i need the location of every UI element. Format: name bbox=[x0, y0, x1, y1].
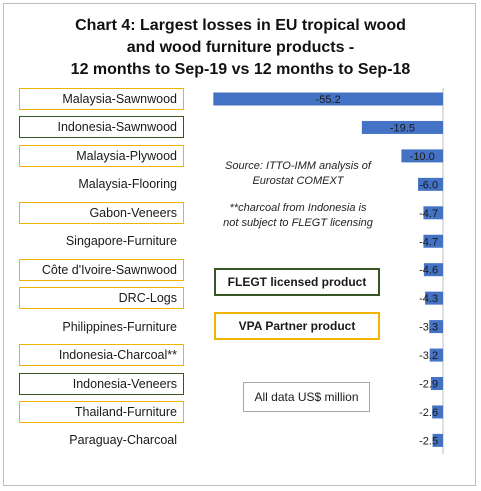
chart-title: Chart 4: Largest losses in EU tropical w… bbox=[0, 15, 481, 81]
category-label-7: DRC-Logs bbox=[19, 287, 184, 310]
category-label-9: Indonesia-Charcoal** bbox=[19, 344, 184, 367]
source-note: Source: ITTO-IMM analysis of Eurostat CO… bbox=[212, 159, 384, 189]
charcoal-note: **charcoal from Indonesia is not subject… bbox=[212, 201, 384, 231]
bar-0 bbox=[213, 92, 443, 106]
category-label-5: Singapore-Furniture bbox=[65, 234, 177, 249]
bar-3 bbox=[418, 177, 443, 191]
bar-5 bbox=[423, 234, 443, 248]
bar-value-label-4: -4.7 bbox=[419, 208, 438, 220]
bar-10 bbox=[430, 377, 443, 390]
charcoal-note-line-1: **charcoal from Indonesia is bbox=[229, 202, 367, 214]
legend-flegt-box: FLEGT licensed product bbox=[214, 268, 380, 296]
bar-value-label-1: -19.5 bbox=[390, 122, 415, 134]
bar-value-label-7: -4.3 bbox=[419, 293, 438, 305]
bar-value-label-12: -2.5 bbox=[419, 435, 438, 447]
bar-4 bbox=[423, 206, 443, 220]
bar-8 bbox=[429, 320, 443, 334]
source-note-line-2: Eurostat COMEXT bbox=[252, 175, 344, 187]
category-label-10: Indonesia-Veneers bbox=[19, 372, 184, 395]
bar-value-label-8: -3.3 bbox=[419, 322, 438, 334]
bar-1 bbox=[361, 120, 443, 134]
bar-6 bbox=[423, 263, 443, 277]
title-line-3: 12 months to Sep-19 vs 12 months to Sep-… bbox=[70, 61, 411, 78]
category-label-4: Gabon-Veneers bbox=[19, 201, 184, 224]
bar-value-label-0: -55.2 bbox=[316, 94, 341, 106]
bar-value-label-2: -10.0 bbox=[410, 151, 435, 163]
bar-7 bbox=[425, 291, 443, 305]
category-label-12: Paraguay-Charcoal bbox=[69, 433, 177, 448]
title-line-2: and wood furniture products - bbox=[126, 39, 355, 56]
category-label-11: Thailand-Furniture bbox=[19, 400, 184, 423]
units-box: All data US$ million bbox=[243, 382, 370, 412]
category-label-1: Indonesia-Sawnwood bbox=[19, 116, 184, 139]
bar-value-label-10: -2.9 bbox=[419, 379, 438, 391]
category-label-3: Malaysia-Flooring bbox=[78, 177, 177, 192]
bar-2 bbox=[401, 149, 443, 163]
bar-value-label-3: -6.0 bbox=[419, 179, 438, 191]
title-line-1: Chart 4: Largest losses in EU tropical w… bbox=[75, 17, 406, 34]
bar-9 bbox=[429, 348, 443, 362]
source-note-line-1: Source: ITTO-IMM analysis of bbox=[225, 160, 371, 172]
bar-value-label-6: -4.6 bbox=[419, 265, 438, 277]
bar-value-label-11: -2.6 bbox=[419, 407, 438, 419]
category-label-2: Malaysia-Plywood bbox=[19, 144, 184, 167]
category-label-8: Philippines-Furniture bbox=[62, 319, 177, 334]
bar-value-label-9: -3.2 bbox=[419, 350, 438, 362]
category-label-0: Malaysia-Sawnwood bbox=[19, 88, 184, 110]
category-label-6: Côte d'Ivoire-Sawnwood bbox=[19, 258, 184, 281]
bar-value-label-5: -4.7 bbox=[419, 236, 438, 248]
bar-12 bbox=[432, 433, 443, 447]
bar-11 bbox=[432, 405, 443, 419]
charcoal-note-line-2: not subject to FLEGT licensing bbox=[223, 217, 373, 229]
chart-frame bbox=[3, 3, 476, 486]
legend-vpa-box: VPA Partner product bbox=[214, 312, 380, 340]
